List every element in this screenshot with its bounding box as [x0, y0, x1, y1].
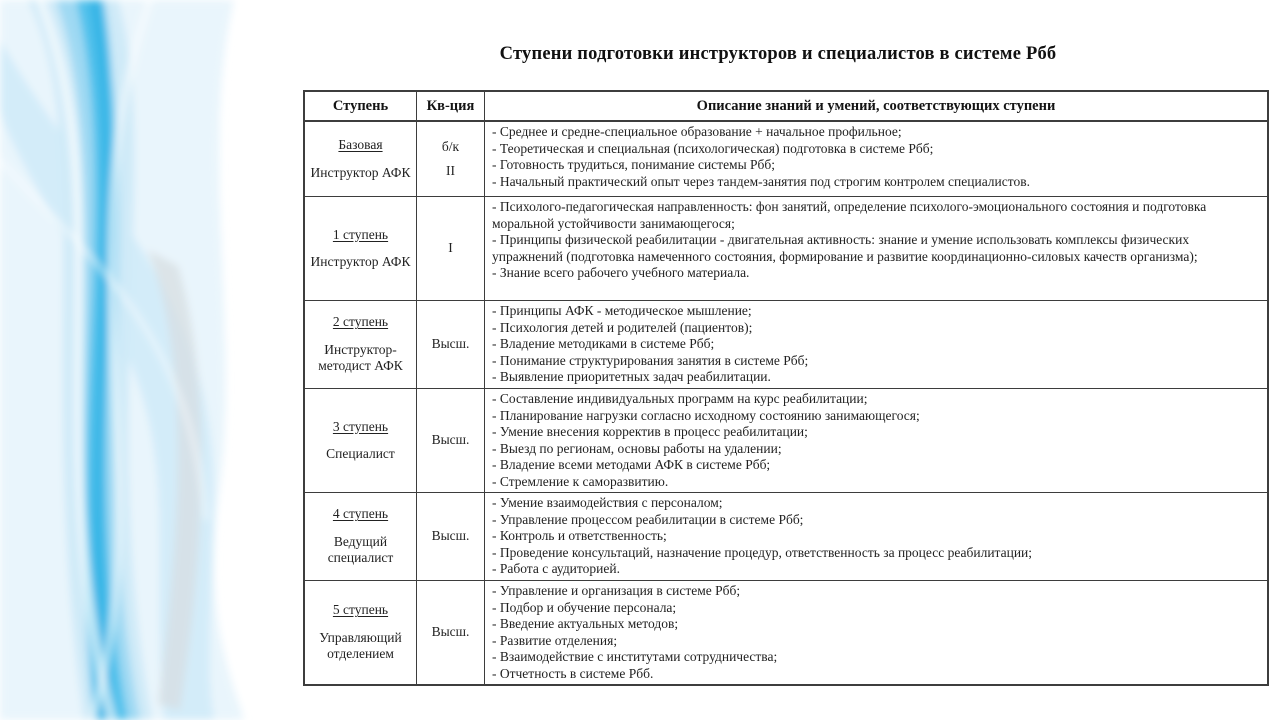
stage-role: Инструктор АФК — [310, 164, 411, 180]
wave-gray-ribbon — [148, 250, 202, 710]
stage-cell: 5 ступень Управляющий отделением — [305, 581, 417, 684]
stage-cell: 3 ступень Специалист — [305, 389, 417, 493]
stage-role: Инструктор АФК — [310, 254, 411, 269]
qualification-value: б/к — [441, 138, 460, 154]
table-body: Базовая Инструктор АФК б/к II - Среднее и ср… — [305, 122, 1267, 684]
description-item: - Подбор и обучение персонала; — [492, 599, 677, 615]
description-cell: - Управление и организация в системе Рбб… — [485, 581, 1267, 684]
description-item: - Составление индивидуальных программ на… — [492, 391, 868, 406]
stage-name: 5 ступень — [332, 602, 389, 618]
stage-cell: 2 ступень Инструктор-методист АФК — [305, 301, 417, 389]
stage-name: 1 ступень — [332, 226, 389, 242]
training-stages-table: Ступень Кв-ция Описание знаний и умений,… — [303, 90, 1269, 686]
qualification-cell: Высш. — [417, 581, 485, 684]
description-item: - Управление процессом реабилитации в си… — [492, 511, 804, 527]
stage-name: 2 ступень — [332, 314, 389, 330]
description-item: - Контроль и ответственность; — [492, 528, 667, 543]
header-description: Описание знаний и умений, соответствующи… — [485, 92, 1267, 122]
stage-role: Управляющий отделением — [319, 629, 402, 662]
stage-role: Инструктор-методист АФК — [318, 341, 403, 374]
description-item: - Управление и организация в системе Рбб… — [492, 583, 741, 598]
description-cell: - Составление индивидуальных программ на… — [485, 389, 1267, 493]
stage-cell: 4 ступень Ведущий специалист — [305, 493, 417, 581]
qualification-value: Высш. — [431, 624, 470, 640]
description-item: - Теоретическая и специальная (психологи… — [492, 140, 934, 156]
table-header-row: Ступень Кв-ция Описание знаний и умений,… — [305, 92, 1267, 122]
description-item: - Психология детей и родителей (пациенто… — [492, 319, 753, 335]
description-item: - Взаимодействие с институтами сотруднич… — [492, 649, 778, 664]
description-cell: - Среднее и средне-специальное образован… — [485, 122, 1267, 197]
stage-cell: Базовая Инструктор АФК — [305, 122, 417, 197]
decorative-waves — [0, 0, 244, 720]
table-row: 3 ступень Специалист Высш. - Составление ин… — [305, 389, 1267, 493]
description-item: - Отчетность в системе Рбб. — [492, 665, 654, 681]
stage-role: Ведущий специалист — [327, 533, 394, 566]
description-item: - Понимание структурирования занятия в с… — [492, 352, 809, 368]
header-qualification: Кв-ция — [417, 92, 485, 122]
description-item: - Готовность трудиться, понимание систем… — [492, 157, 776, 172]
description-item: - Введение актуальных методов; — [492, 616, 679, 631]
description-item: - Владение всеми методами АФК в системе … — [492, 457, 771, 472]
table-row: 1 ступень Инструктор АФК I - Психолого-педа… — [305, 197, 1267, 301]
table-row: 2 ступень Инструктор-методист АФК Высш. - П… — [305, 301, 1267, 389]
description-item: - Принципы физической реабилитации - дви… — [492, 232, 1198, 264]
wave-core-band — [88, 0, 116, 720]
description-item: - Выявление приоритетных задач реабилита… — [492, 369, 771, 384]
header-stage: Ступень — [305, 92, 417, 122]
qualification-cell: Высш. — [417, 493, 485, 581]
stage-role: Специалист — [326, 446, 395, 461]
description-item: - Умение взаимодействия с персоналом; — [492, 495, 723, 510]
table-row: 5 ступень Управляющий отделением Высш. - Уп… — [305, 581, 1267, 684]
description-cell: - Умение взаимодействия с персоналом; - У… — [485, 493, 1267, 581]
qualification-cell: б/к II — [417, 122, 485, 197]
description-item: - Среднее и средне-специальное образован… — [492, 124, 902, 139]
qualification-value: I — [448, 240, 453, 256]
slide-title: Ступени подготовки инструкторов и специа… — [499, 44, 1057, 64]
qualification-value: Высш. — [431, 528, 470, 544]
description-item: - Знание всего рабочего учебного материа… — [492, 265, 750, 280]
description-item: - Умение внесения корректив в процесс ре… — [492, 424, 808, 439]
stage-name: Базовая — [338, 137, 383, 152]
wave-highlight-1 — [35, 0, 117, 720]
description-item: - Принципы АФК - методическое мышление; — [492, 303, 752, 318]
qualification-value: Высш. — [431, 336, 470, 352]
qualification-value: Высш. — [431, 432, 470, 448]
wave-highlight-2 — [89, 0, 153, 720]
description-item: - Развитие отделения; — [492, 632, 618, 648]
table-row: 4 ступень Ведущий специалист Высш. - Умение… — [305, 493, 1267, 581]
description-item: - Владение методиками в системе Рбб; — [492, 336, 715, 351]
qualification-cell: Высш. — [417, 301, 485, 389]
qualification-cell: Высш. — [417, 389, 485, 493]
stage-name: 4 ступень — [332, 506, 389, 522]
description-item: - Работа с аудиторией. — [492, 561, 620, 576]
description-item: - Психолого-педагогическая направленност… — [492, 199, 1207, 231]
description-item: - Стремление к саморазвитию. — [492, 473, 669, 489]
description-item: - Начальный практический опыт через танд… — [492, 173, 1030, 189]
stage-name: 3 ступень — [332, 418, 389, 434]
description-cell: - Психолого-педагогическая направленност… — [485, 197, 1267, 301]
table-row: Базовая Инструктор АФК б/к II - Среднее и ср… — [305, 122, 1267, 197]
description-cell: - Принципы АФК - методическое мышление; -… — [485, 301, 1267, 389]
qualification-cell: I — [417, 197, 485, 301]
description-item: - Планирование нагрузки согласно исходно… — [492, 407, 920, 423]
wave-crossing-ribbon — [0, 40, 214, 720]
description-item: - Выезд по регионам, основы работы на уд… — [492, 440, 782, 456]
description-item: - Проведение консультаций, назначение пр… — [492, 544, 1033, 560]
qualification-value: II — [446, 163, 455, 178]
stage-cell: 1 ступень Инструктор АФК — [305, 197, 417, 301]
wave-highlight-3 — [0, 158, 209, 521]
